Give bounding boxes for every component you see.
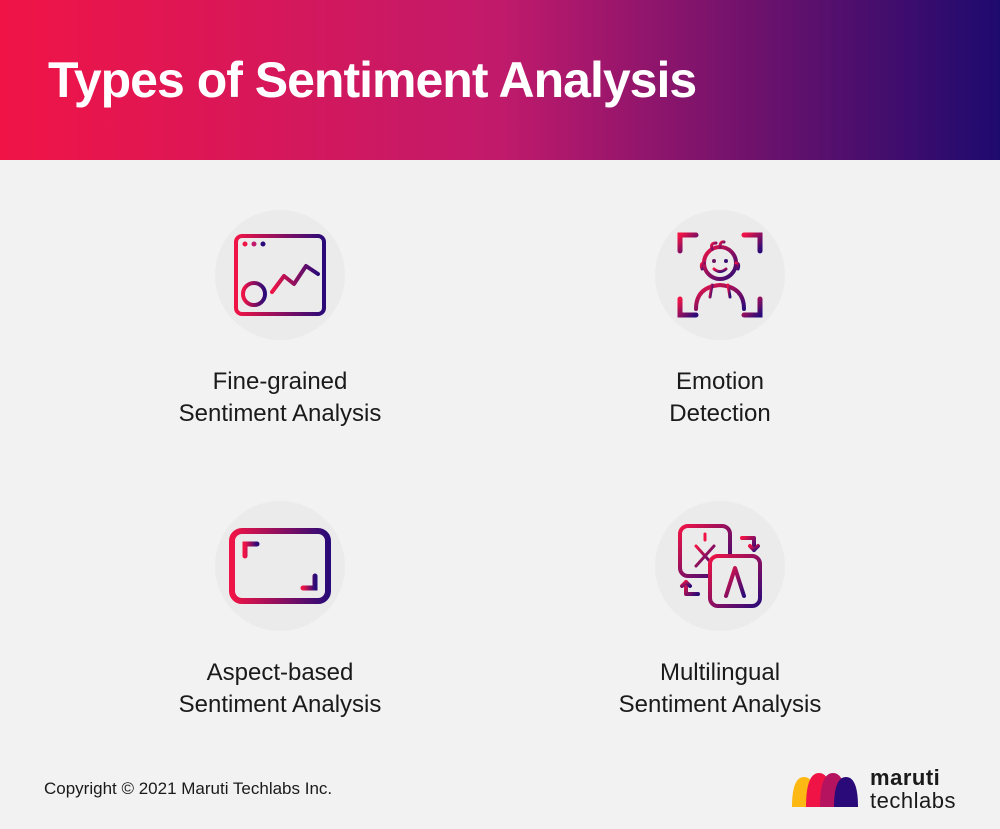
brand-logo: maruti techlabs: [790, 766, 956, 812]
icon-circle: [215, 501, 345, 631]
icon-circle: [655, 210, 785, 340]
logo-text: maruti techlabs: [870, 766, 956, 812]
icon-circle: [655, 501, 785, 631]
header-banner: Types of Sentiment Analysis: [0, 0, 1000, 160]
aspect-frame-icon: [227, 526, 333, 606]
card-grid: Fine-grained Sentiment Analysis: [0, 160, 1000, 762]
translate-icon: [672, 518, 768, 614]
logo-text-bottom: techlabs: [870, 789, 956, 812]
card-multilingual: Multilingual Sentiment Analysis: [520, 501, 920, 722]
card-label: Multilingual Sentiment Analysis: [619, 657, 822, 722]
card-label: Emotion Detection: [669, 366, 770, 431]
card-fine-grained: Fine-grained Sentiment Analysis: [80, 210, 480, 431]
face-detection-icon: [672, 227, 768, 323]
footer: Copyright © 2021 Maruti Techlabs Inc. ma…: [0, 749, 1000, 829]
card-aspect-based: Aspect-based Sentiment Analysis: [80, 501, 480, 722]
logo-mark-icon: [790, 767, 860, 811]
dashboard-chart-icon: [232, 232, 328, 318]
page-title: Types of Sentiment Analysis: [48, 51, 696, 109]
logo-text-top: maruti: [870, 766, 956, 789]
copyright-text: Copyright © 2021 Maruti Techlabs Inc.: [44, 779, 332, 799]
icon-circle: [215, 210, 345, 340]
card-label: Aspect-based Sentiment Analysis: [179, 657, 382, 722]
card-label: Fine-grained Sentiment Analysis: [179, 366, 382, 431]
card-emotion-detection: Emotion Detection: [520, 210, 920, 431]
